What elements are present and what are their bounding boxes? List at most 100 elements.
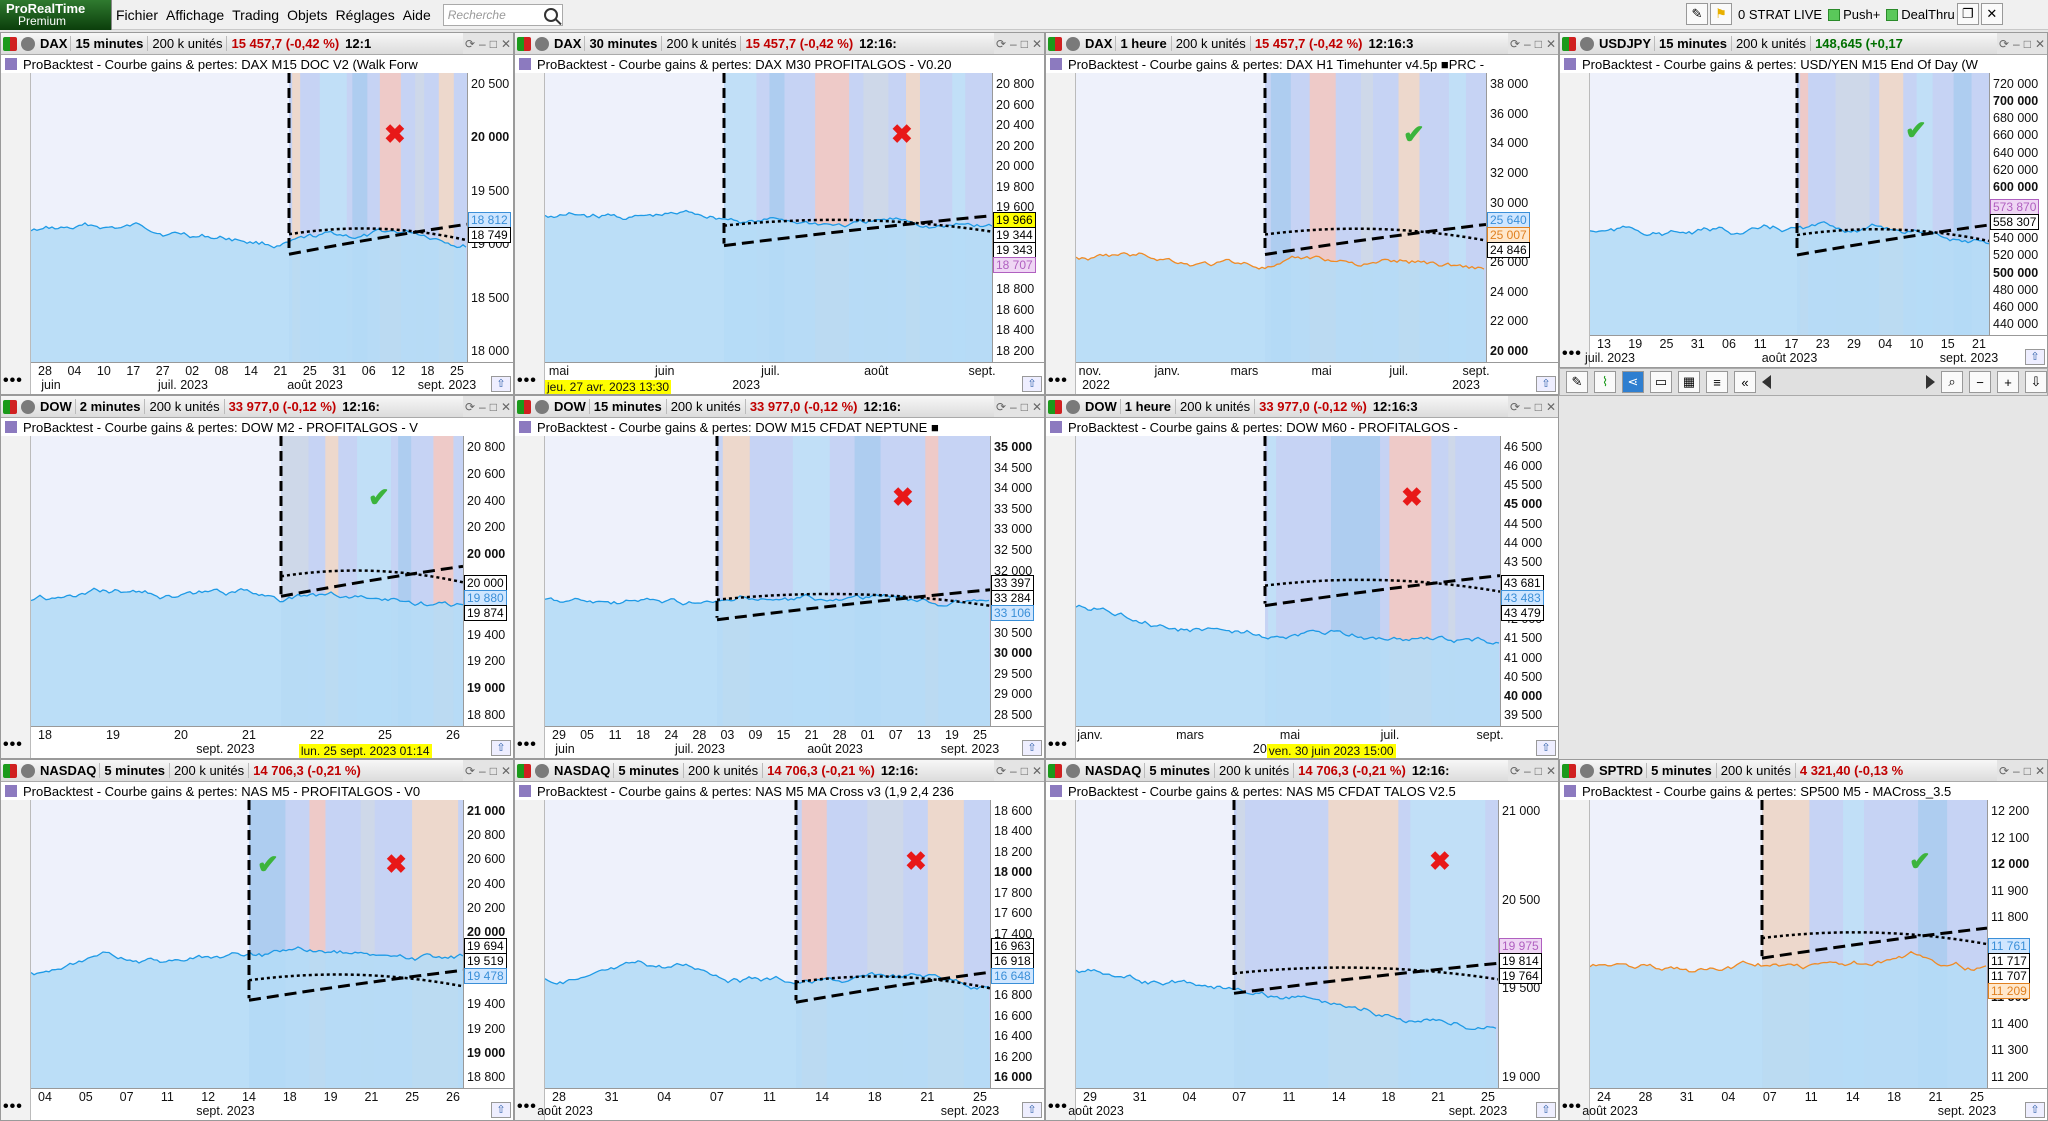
chart-panel-4[interactable]: USDJPY 15 minutes 200 k unités 148,645 (+0,… [1559, 32, 2048, 368]
close-icon[interactable]: ✕ [500, 399, 511, 414]
equity-chart[interactable]: ✖ [545, 436, 990, 726]
instrument-selector[interactable]: DAX [1085, 36, 1113, 51]
scroll-left-icon[interactable] [1762, 375, 1771, 389]
close-icon[interactable]: ✕ [1545, 36, 1556, 51]
more-options-icon[interactable]: ••• [1562, 345, 1582, 362]
refresh-icon[interactable]: ⟳ [464, 763, 475, 778]
units-selector[interactable]: 200 k unités [147, 36, 226, 51]
refresh-icon[interactable]: ⟳ [995, 36, 1006, 51]
strat-live-label[interactable]: 0 STRAT LIVE [1738, 6, 1823, 22]
more-options-icon[interactable]: ••• [517, 372, 537, 389]
minimize-icon[interactable]: – [2013, 763, 2020, 778]
link-icon[interactable] [1066, 36, 1080, 51]
zoom-fit-icon[interactable]: ⌕ [1941, 371, 1963, 393]
units-selector[interactable]: 200 k unités [144, 399, 223, 414]
maximize-icon[interactable]: □ [489, 763, 497, 778]
timeframe-selector[interactable]: 2 minutes [74, 399, 145, 414]
share-icon[interactable]: ⋖ [1622, 371, 1644, 393]
instrument-selector[interactable]: NASDAQ [554, 763, 611, 778]
link-icon[interactable] [1580, 36, 1594, 51]
units-selector[interactable]: 200 k unités [1175, 399, 1254, 414]
time-axis[interactable]: 28 04 10 17 27 02 08 14 21 25 31 06 12 18 25 juin juil. … [31, 362, 513, 394]
chart-type-icon[interactable] [1562, 763, 1576, 778]
pen-tool-icon[interactable]: ✎ [1566, 371, 1588, 393]
units-selector[interactable]: 200 k unités [1170, 36, 1250, 51]
time-axis[interactable]: mai juin juil. août sept. 2023 jeu. 27 avr. 20… [545, 362, 1044, 394]
equity-chart[interactable]: ✖ [545, 800, 990, 1088]
auto-scale-button[interactable]: ⇧ [491, 1102, 511, 1118]
fast-back-icon[interactable]: « [1734, 371, 1756, 393]
minimize-icon[interactable]: – [1524, 36, 1531, 51]
link-icon[interactable] [535, 36, 549, 51]
time-axis[interactable]: 29 05 11 18 24 28 03 09 15 21 28 01 07 13 19 25 juin juil… [545, 726, 1044, 758]
chart-type-icon[interactable] [3, 399, 17, 414]
refresh-icon[interactable]: ⟳ [1998, 763, 2009, 778]
maximize-icon[interactable]: □ [1020, 36, 1028, 51]
more-options-icon[interactable]: ••• [1048, 372, 1068, 389]
equity-chart[interactable]: ✖ [31, 73, 467, 362]
timeframe-selector[interactable]: 15 minutes [588, 399, 666, 414]
link-icon[interactable] [535, 763, 549, 778]
time-axis[interactable]: 18 19 20 21 22 25 26 sept. 2023 lun. 25 sept. 20… [31, 726, 513, 758]
zoom-out-icon[interactable]: − [1969, 371, 1991, 393]
chart-panel-3[interactable]: DAX 1 heure 200 k unités 15 457,7 (-0,42 %)… [1045, 32, 1559, 395]
chart-type-icon[interactable] [517, 36, 531, 51]
units-selector[interactable]: 200 k unités [661, 36, 740, 51]
instrument-selector[interactable]: DOW [554, 399, 586, 414]
instrument-selector[interactable]: DOW [1085, 399, 1117, 414]
more-options-icon[interactable]: ••• [3, 372, 23, 389]
more-options-icon[interactable]: ••• [3, 1098, 23, 1115]
equity-chart[interactable]: ✖ [545, 73, 992, 362]
refresh-icon[interactable]: ⟳ [1509, 399, 1520, 414]
zoom-in-icon[interactable]: + [1997, 371, 2019, 393]
chart-panel-6[interactable]: DOW 15 minutes 200 k unités 33 977,0 (-0,12… [514, 395, 1045, 759]
units-selector[interactable]: 200 k unités [683, 763, 762, 778]
minimize-icon[interactable]: – [1524, 763, 1531, 778]
timeframe-selector[interactable]: 5 minutes [613, 763, 683, 778]
timeframe-selector[interactable]: 15 minutes [70, 36, 147, 51]
chart-panel-5[interactable]: DOW 2 minutes 200 k unités 33 977,0 (-0,12 … [0, 395, 514, 759]
chart-type-icon[interactable] [3, 36, 17, 51]
link-icon[interactable] [1066, 763, 1080, 778]
close-icon[interactable]: ✕ [1545, 763, 1556, 778]
close-icon[interactable]: ✕ [1031, 763, 1042, 778]
maximize-icon[interactable]: □ [1534, 36, 1542, 51]
price-axis[interactable]: 35 000 34 500 34 000 33 500 33 000 32 500 32 0… [990, 436, 1044, 726]
chart-panel-7[interactable]: DOW 1 heure 200 k unités 33 977,0 (-0,12 %)… [1045, 395, 1559, 759]
minimize-icon[interactable]: – [1524, 399, 1531, 414]
more-options-icon[interactable]: ••• [517, 1098, 537, 1115]
auto-scale-button[interactable]: ⇧ [1536, 1102, 1556, 1118]
more-options-icon[interactable]: ••• [1562, 1098, 1582, 1115]
chart-panel-11[interactable]: SPTRD 5 minutes 200 k unités 4 321,40 (-0,1… [1559, 759, 2048, 1121]
link-icon[interactable] [21, 36, 35, 51]
units-selector[interactable]: 200 k unités [1715, 763, 1795, 778]
price-axis[interactable]: 20 500 20 000 19 500 19 000 18 500 18 000 18 8… [467, 73, 513, 362]
close-icon[interactable]: ✕ [1031, 36, 1042, 51]
refresh-icon[interactable]: ⟳ [1998, 36, 2009, 51]
chart-type-icon[interactable] [3, 763, 17, 778]
minimize-icon[interactable]: – [479, 36, 486, 51]
minimize-icon[interactable]: – [1010, 36, 1017, 51]
link-icon[interactable] [1066, 399, 1080, 414]
auto-scale-button[interactable]: ⇧ [491, 376, 511, 392]
maximize-icon[interactable]: □ [2023, 36, 2031, 51]
refresh-icon[interactable]: ⟳ [1509, 36, 1520, 51]
maximize-icon[interactable]: □ [1020, 399, 1028, 414]
screenshot-icon[interactable]: ▦ [1678, 371, 1700, 393]
close-icon[interactable]: ✕ [500, 763, 511, 778]
instrument-selector[interactable]: NASDAQ [1085, 763, 1142, 778]
chart-panel-2[interactable]: DAX 30 minutes 200 k unités 15 457,7 (-0,42… [514, 32, 1045, 395]
instrument-selector[interactable]: DAX [40, 36, 68, 51]
time-axis[interactable]: 29 31 04 07 11 14 18 21 25 août 2023 sept. 2023 [1068, 1088, 1558, 1120]
close-icon[interactable]: ✕ [1545, 399, 1556, 414]
time-axis[interactable]: nov. janv. mars mai juil. sept. 2022 2023 [1076, 362, 1558, 394]
maximize-icon[interactable]: □ [489, 36, 497, 51]
minimize-icon[interactable]: – [2013, 36, 2020, 51]
equity-chart[interactable]: ✔ [1590, 800, 1987, 1088]
units-selector[interactable]: 200 k unités [1214, 763, 1293, 778]
comment-icon[interactable]: ▭ [1650, 371, 1672, 393]
instrument-selector[interactable]: DOW [40, 399, 72, 414]
